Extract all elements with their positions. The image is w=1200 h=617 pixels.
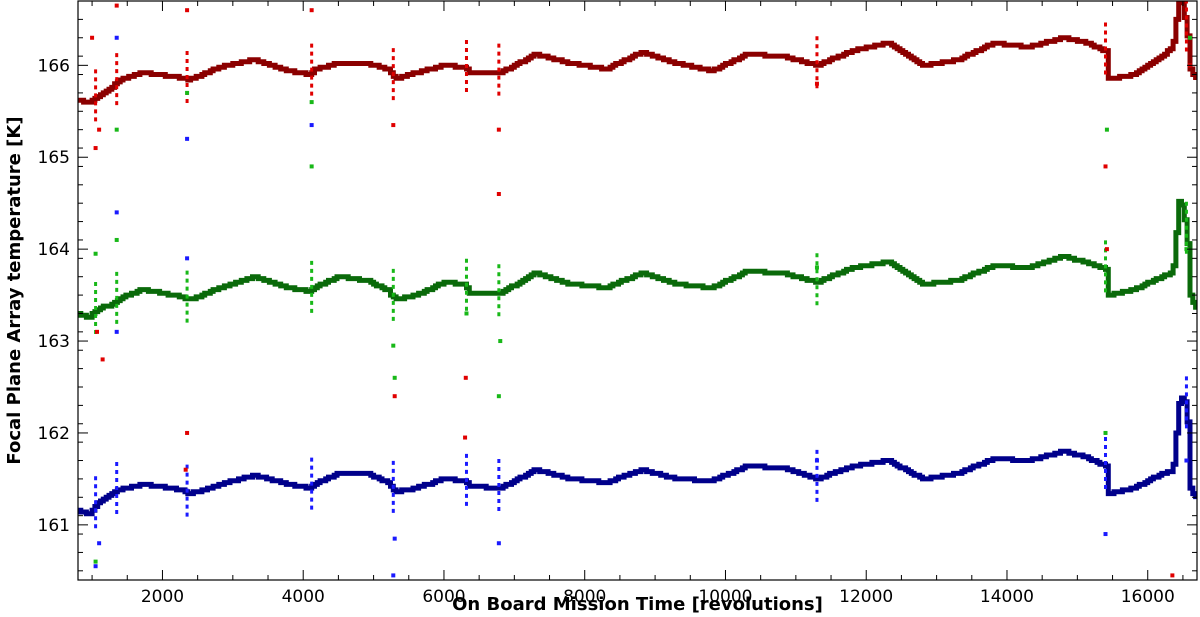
series-red	[78, 1, 1197, 122]
x-tick-label: 6000	[422, 587, 465, 607]
outlier-point-green	[1187, 35, 1192, 40]
y-tick-label: 161	[38, 516, 70, 536]
outlier-point-red	[463, 435, 468, 440]
series-trace-blue	[78, 395, 1197, 517]
outlier-point-green	[114, 237, 119, 242]
x-tick-label: 8000	[563, 587, 606, 607]
y-tick-label: 165	[38, 148, 70, 168]
series-blue	[78, 373, 1197, 529]
outlier-point-blue	[392, 536, 397, 541]
y-axis-label: Focal Plane Array temperature [K]	[4, 116, 25, 464]
outlier-point-blue	[185, 256, 190, 261]
outlier-point-red	[185, 430, 190, 435]
outlier-point-red	[100, 357, 105, 362]
outlier-points	[90, 3, 1192, 578]
outlier-point-red	[90, 35, 95, 40]
outlier-point-red	[97, 127, 102, 132]
outlier-point-blue	[309, 123, 314, 128]
y-tick-label: 162	[38, 424, 70, 444]
outlier-point-blue	[114, 35, 119, 40]
outlier-point-green	[1184, 247, 1189, 252]
outlier-point-green	[93, 559, 98, 564]
outlier-point-red	[114, 3, 119, 8]
outlier-point-green	[114, 127, 119, 132]
outlier-point-green	[185, 90, 190, 95]
outlier-point-blue	[1103, 532, 1108, 537]
outlier-point-green	[1103, 430, 1108, 435]
x-tick-label: 12000	[839, 587, 893, 607]
outlier-point-red	[183, 467, 188, 472]
outlier-point-red	[392, 394, 397, 399]
outlier-point-red	[95, 329, 100, 334]
y-tick-label: 166	[38, 56, 70, 76]
series-green	[78, 198, 1197, 335]
outlier-point-red	[391, 123, 396, 128]
outlier-point-blue	[496, 541, 501, 546]
outlier-point-green	[464, 311, 469, 316]
outlier-point-green	[1104, 127, 1109, 132]
outlier-point-blue	[114, 329, 119, 334]
outlier-point-red	[93, 146, 98, 151]
plot-frame	[77, 0, 1198, 581]
outlier-point-green	[498, 339, 503, 344]
outlier-point-blue	[93, 564, 98, 569]
x-tick-label: 14000	[980, 587, 1034, 607]
outlier-point-red	[814, 81, 819, 86]
x-tick-label: 2000	[141, 587, 184, 607]
outlier-point-green	[309, 164, 314, 169]
outlier-point-red	[1170, 573, 1175, 578]
outlier-point-blue	[391, 573, 396, 578]
x-tick-label: 10000	[698, 587, 752, 607]
y-tick-label: 163	[38, 332, 70, 352]
outlier-point-green	[391, 343, 396, 348]
outlier-point-red	[309, 8, 314, 13]
plot-area: 2000 4000 6000 8000 10000 12000 14000 16000 161 1…	[38, 0, 1198, 607]
series-trace-red	[78, 1, 1197, 105]
outlier-point-blue	[1184, 458, 1189, 463]
outlier-point-blue	[814, 458, 819, 463]
outlier-point-red	[496, 192, 501, 196]
y-tick-label: 164	[38, 240, 70, 260]
outlier-point-green	[93, 251, 98, 256]
outlier-point-blue	[97, 541, 102, 546]
outlier-point-red	[185, 8, 190, 13]
outlier-point-green	[814, 265, 819, 270]
outlier-point-blue	[185, 136, 190, 141]
x-tick-label: 16000	[1121, 587, 1175, 607]
ticks-layer: 2000 4000 6000 8000 10000 12000 14000 16000 161 1…	[38, 1, 1197, 607]
series-trace-green	[78, 198, 1197, 320]
outlier-point-red	[496, 127, 501, 132]
outlier-point-red	[1103, 164, 1108, 169]
series-layer	[78, 1, 1197, 578]
outlier-point-green	[309, 100, 314, 105]
outlier-point-red	[1104, 247, 1109, 252]
x-tick-label: 4000	[282, 587, 325, 607]
outlier-point-blue	[114, 210, 119, 215]
outlier-point-green	[496, 394, 501, 399]
outlier-point-red	[463, 375, 468, 380]
x-axis-label: On Board Mission Time [revolutions]	[452, 594, 823, 615]
outlier-point-green	[392, 375, 397, 380]
